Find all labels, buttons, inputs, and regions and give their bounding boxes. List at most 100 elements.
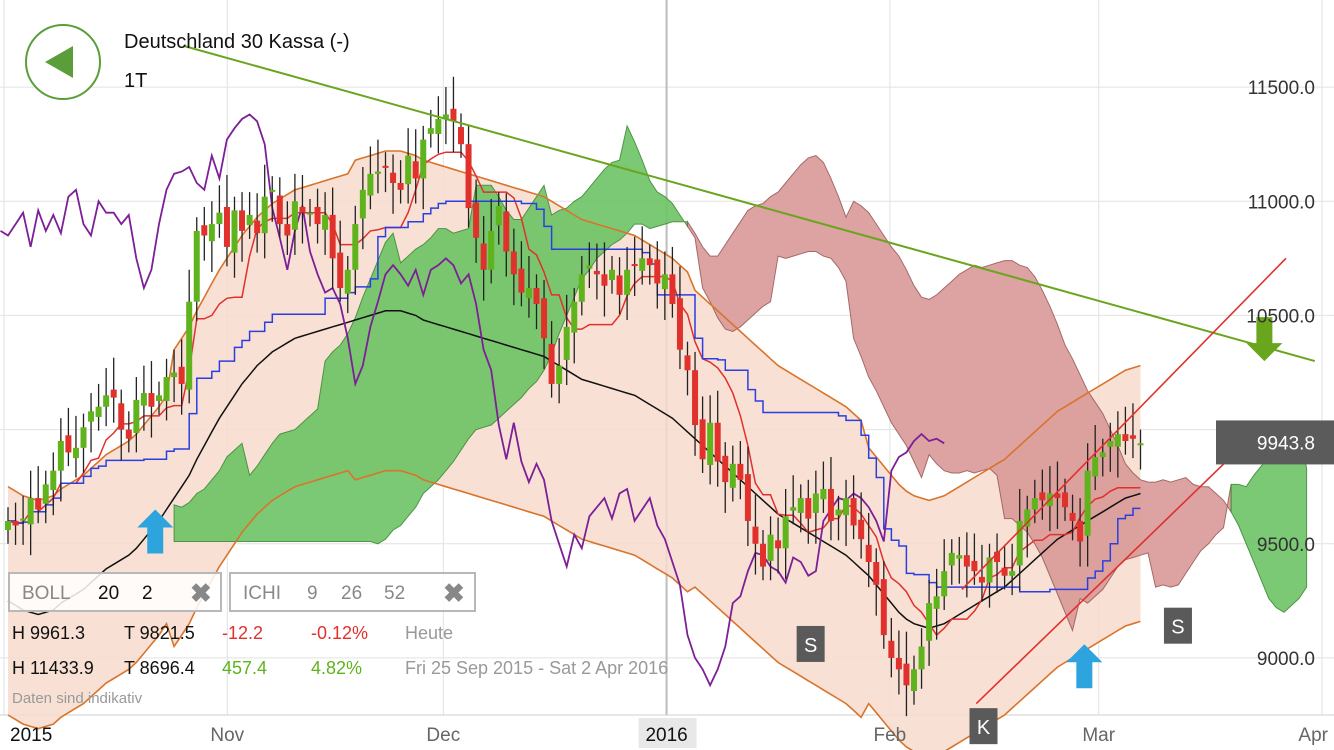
candle-down	[473, 202, 480, 238]
ichi-indicator-chip[interactable]: ICHI 9 26 52 ✖	[229, 572, 476, 612]
candle-up	[186, 301, 193, 390]
pattern-marker-k: K	[969, 708, 998, 745]
x-tick-label: 2015	[10, 725, 52, 746]
today-label: Heute	[405, 623, 454, 643]
y-tick-label: 9000.0	[1257, 649, 1315, 670]
ichi-name: ICHI	[243, 583, 281, 604]
y-tick-label: 11500.0	[1248, 78, 1315, 99]
today-high: H 9961.3	[12, 623, 86, 643]
candle-up	[231, 210, 238, 253]
candle-up	[707, 422, 714, 465]
buy-arrow-icon	[137, 509, 174, 554]
candle-down	[880, 579, 887, 636]
candle-down	[254, 220, 261, 234]
range-high: H 11433.9	[12, 658, 94, 678]
candle-down	[654, 259, 661, 284]
candle-up	[661, 274, 668, 290]
period-label[interactable]: 1T	[124, 70, 148, 92]
candle-down	[737, 463, 744, 480]
candle-up	[835, 509, 842, 516]
candle-up	[639, 258, 646, 271]
ichi-param-tenkan: 9	[307, 583, 318, 604]
candle-down	[865, 544, 872, 563]
candle-up	[820, 488, 827, 500]
y-tick-label: 10500.0	[1246, 306, 1315, 327]
candle-up	[843, 498, 850, 516]
candle-down	[239, 210, 246, 231]
range-low: T 8696.4	[124, 658, 195, 678]
candle-down	[1077, 520, 1084, 542]
candle-down	[450, 108, 457, 122]
today-change-pct: -0.12%	[311, 623, 369, 643]
x-tick-label: Feb	[873, 725, 906, 746]
ichi-param-kijun: 26	[341, 583, 363, 604]
candle-up	[103, 395, 110, 407]
candle-down	[714, 422, 721, 462]
candle-up	[571, 301, 578, 333]
candle-up	[1031, 498, 1038, 510]
candle-up	[171, 372, 178, 378]
candle-down	[858, 519, 865, 540]
candle-down	[299, 206, 306, 213]
candle-down	[382, 165, 389, 168]
candle-up	[374, 171, 381, 174]
candle-down	[601, 274, 608, 286]
candle-down	[223, 206, 230, 247]
candle-down	[314, 206, 321, 225]
candle-up	[782, 516, 789, 549]
candle-down	[850, 498, 857, 526]
candle-down	[148, 393, 155, 407]
candle-up	[140, 393, 147, 406]
candle-up	[307, 212, 313, 215]
boll-indicator-chip[interactable]: BOLL 20 2 ✖	[8, 572, 222, 612]
candle-up	[790, 507, 797, 511]
pattern-marker-label: K	[977, 717, 991, 739]
channel-line-upper	[961, 257, 1287, 590]
candle-down	[805, 498, 812, 519]
candle-up	[88, 411, 95, 422]
candle-up	[563, 326, 570, 360]
x-tick-label: 2016	[645, 725, 687, 746]
candle-down	[65, 435, 72, 453]
candle-up	[95, 406, 102, 418]
candle-down	[1001, 567, 1008, 576]
ichimoku-cloud-bullish	[1230, 428, 1308, 613]
candle-down	[692, 370, 699, 426]
candle-down	[465, 144, 472, 209]
candle-up	[918, 646, 925, 670]
candle-up	[1099, 452, 1106, 457]
pattern-marker-box	[969, 708, 998, 745]
candle-down	[1039, 492, 1046, 501]
candle-down	[201, 225, 208, 236]
candle-down	[412, 161, 419, 179]
candle-down	[1054, 493, 1061, 499]
candle-up	[133, 399, 140, 434]
candle-down	[12, 520, 19, 526]
x-tick-label: Apr	[1298, 725, 1328, 746]
pattern-marker-label: S	[1171, 617, 1184, 639]
candle-down	[276, 195, 283, 225]
candle-up	[1092, 456, 1099, 477]
candle-down	[744, 474, 751, 521]
candle-up	[427, 128, 434, 134]
candle-down	[110, 389, 117, 398]
candle-down	[722, 455, 729, 483]
ichi-remove-icon[interactable]: ✖	[443, 578, 465, 608]
candle-up	[163, 377, 170, 402]
candle-down	[125, 429, 132, 439]
pattern-marker-s: S	[796, 625, 825, 662]
candle-down	[895, 657, 902, 670]
candle-down	[548, 343, 555, 384]
candle-up	[488, 230, 495, 270]
candle-up	[261, 196, 268, 234]
candle-down	[646, 258, 653, 266]
back-button[interactable]	[25, 24, 101, 100]
x-tick-label: Mar	[1082, 725, 1115, 746]
boll-remove-icon[interactable]: ✖	[190, 578, 212, 608]
candle-up	[1024, 509, 1031, 527]
candle-up	[208, 224, 215, 242]
candle-up	[578, 274, 585, 302]
candle-up	[246, 214, 253, 226]
candle-up	[948, 552, 955, 566]
